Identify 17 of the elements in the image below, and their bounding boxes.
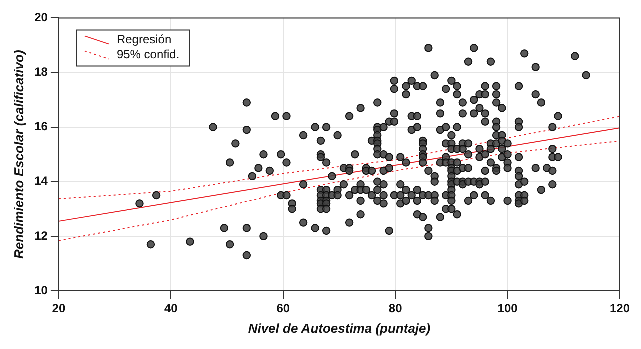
x-tick-label: 60 xyxy=(276,302,290,316)
y-tick-label: 12 xyxy=(34,228,48,243)
x-tick-label: 40 xyxy=(164,302,178,316)
y-tick-label: 18 xyxy=(34,65,48,80)
y-tick-label: 16 xyxy=(34,120,48,134)
legend-label: Regresión xyxy=(116,32,172,47)
x-axis-title: Nivel de Autoestima (puntaje) xyxy=(248,320,431,336)
x-tick-label: 80 xyxy=(388,302,403,316)
y-tick-label: 10 xyxy=(34,283,48,298)
legend-label: 95% confid. xyxy=(116,48,180,62)
y-tick-label: 14 xyxy=(34,174,48,188)
x-tick-label: 120 xyxy=(610,302,630,316)
x-tick-label: 20 xyxy=(52,302,66,316)
y-tick-label: 20 xyxy=(34,10,48,25)
y-axis-title: Rendimiento Escolar (calificativo) xyxy=(11,50,26,259)
x-tick-label: 100 xyxy=(498,302,518,316)
line-series xyxy=(58,116,620,200)
